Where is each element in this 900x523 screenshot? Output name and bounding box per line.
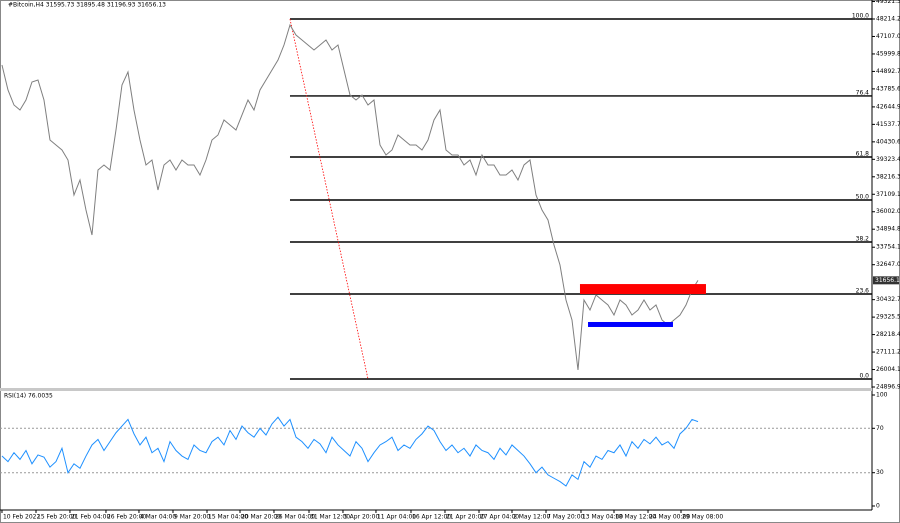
y-tick-label: 41537.75 [876,121,900,128]
x-tick-label: 9 Mar 20:00 [174,514,210,521]
y-tick-label: 49321.36 [876,0,900,5]
y-tick-label: 34894.85 [876,226,900,233]
y-tick-label: 45999.89 [876,50,900,57]
y-tick-label: 40430.60 [876,138,900,145]
fib-label: 38.2 [856,235,870,242]
price-line [1,416,699,487]
y-tick-label: 100 [876,392,888,399]
x-tick-label: 16 Apr 12:00 [412,514,451,521]
x-tick-label: 13 May 04:00 [582,514,623,521]
x-tick-label: 15 Mar 04:00 [208,514,248,521]
x-tick-label: 31 Mar 12:00 [310,514,350,521]
chart-title: #Bitcoin,H4 31595.73 31895.48 31196.93 3… [8,2,166,9]
x-tick-label: 26 Feb 20:00 [107,514,147,521]
y-tick-label: 70 [876,425,884,432]
y-tick-label: 32647.00 [876,261,900,268]
fib-label: 76.4 [856,89,870,96]
zone [579,284,706,294]
x-tick-label: 26 Mar 04:00 [275,514,315,521]
x-tick-label: 21 Feb 04:00 [71,514,111,521]
y-tick-label: 48214.20 [876,15,900,22]
x-tick-label: 24 May 00:00 [649,514,690,521]
zone [588,321,673,327]
last-price-label: 31656.13 [875,277,900,284]
y-tick-label: 37109.15 [876,191,900,198]
fib-label: 50.0 [856,193,870,200]
rsi-title: RSI(14) 76.0035 [4,393,53,400]
x-tick-label: 18 May 12:00 [615,514,656,521]
x-tick-label: 4 Mar 04:00 [140,514,176,521]
x-tick-label: 27 Apr 04:00 [480,514,519,521]
x-tick-label: 5 Apr 20:00 [344,514,379,521]
x-tick-label: 29 May 08:00 [682,514,723,521]
fib-label: 23.6 [856,287,870,294]
fib-label: 100.0 [852,13,869,20]
x-tick-label: 11 Apr 04:00 [377,514,416,521]
x-tick-label: 10 Feb 2022 [3,514,41,521]
y-tick-label: 26004.10 [876,366,900,373]
y-tick-label: 28218.40 [876,331,900,338]
panel-separator [0,388,872,391]
fib-label: 61.8 [856,151,870,158]
y-tick-label: 42644.90 [876,103,900,110]
y-tick-label: 39323.45 [876,156,900,163]
y-tick-label: 44892.75 [876,68,900,75]
x-tick-label: 2 May 12:00 [513,514,551,521]
y-tick-label: 43785.60 [876,85,900,92]
y-tick-label: 29325.55 [876,314,900,321]
x-tick-label: 21 Apr 20:00 [446,514,485,521]
y-tick-label: 27111.25 [876,349,900,356]
y-tick-label: 24896.95 [876,384,900,391]
trend-line [289,18,369,380]
y-tick-label: 47107.05 [876,33,900,40]
y-tick-label: 0 [876,503,880,510]
y-tick-label: 30432.70 [876,296,900,303]
fib-label: 0.0 [859,372,869,379]
price-line [1,23,699,371]
y-tick-label: 33754.15 [876,244,900,251]
y-tick-label: 36002.00 [876,208,900,215]
x-tick-label: 7 May 20:00 [547,514,585,521]
x-tick-label: 15 Feb 20:00 [37,514,77,521]
y-tick-label: 30 [876,469,884,476]
last-price-box [873,276,899,285]
x-tick-label: 20 Mar 20:00 [241,514,281,521]
y-tick-label: 38216.30 [876,173,900,180]
